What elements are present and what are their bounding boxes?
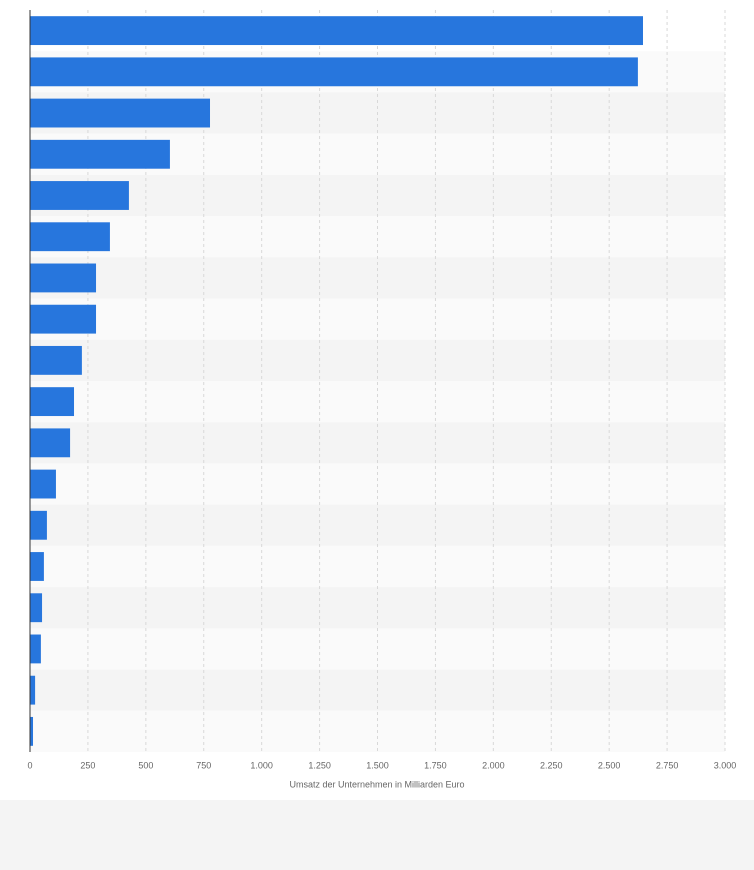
- x-tick-label: 2.500: [598, 760, 621, 770]
- bar: [30, 716, 34, 746]
- bar: [30, 552, 44, 581]
- x-tick-label: 750: [196, 760, 211, 770]
- bar: [30, 469, 56, 499]
- bar: [30, 139, 170, 169]
- x-tick-label: 500: [138, 760, 153, 770]
- x-tick-label: 1.500: [366, 760, 389, 770]
- x-tick-label: 2.250: [540, 760, 563, 770]
- x-tick-label: 250: [80, 760, 95, 770]
- bar: [30, 387, 75, 417]
- bar: [30, 16, 643, 46]
- bar: [30, 593, 43, 623]
- x-tick-label: 3.000: [714, 760, 737, 770]
- x-tick-label: 1.250: [308, 760, 331, 770]
- bar: [30, 57, 638, 87]
- bar: [30, 304, 97, 334]
- bar: [30, 98, 211, 128]
- x-tick-label: 2.750: [656, 760, 679, 770]
- bar: [30, 675, 36, 705]
- bar: [30, 428, 71, 458]
- bar: [30, 634, 41, 664]
- x-tick-label: 1.000: [250, 760, 273, 770]
- footer-band: [0, 800, 754, 870]
- x-tick-label: 0: [27, 760, 32, 770]
- x-axis-label: Umsatz der Unternehmen in Milliarden Eur…: [289, 779, 464, 789]
- bar: [30, 510, 47, 540]
- bar: [30, 181, 129, 210]
- bar: [30, 222, 110, 252]
- bar: [30, 263, 97, 293]
- x-tick-label: 1.750: [424, 760, 447, 770]
- bar: [30, 345, 82, 375]
- x-tick-label: 2.000: [482, 760, 505, 770]
